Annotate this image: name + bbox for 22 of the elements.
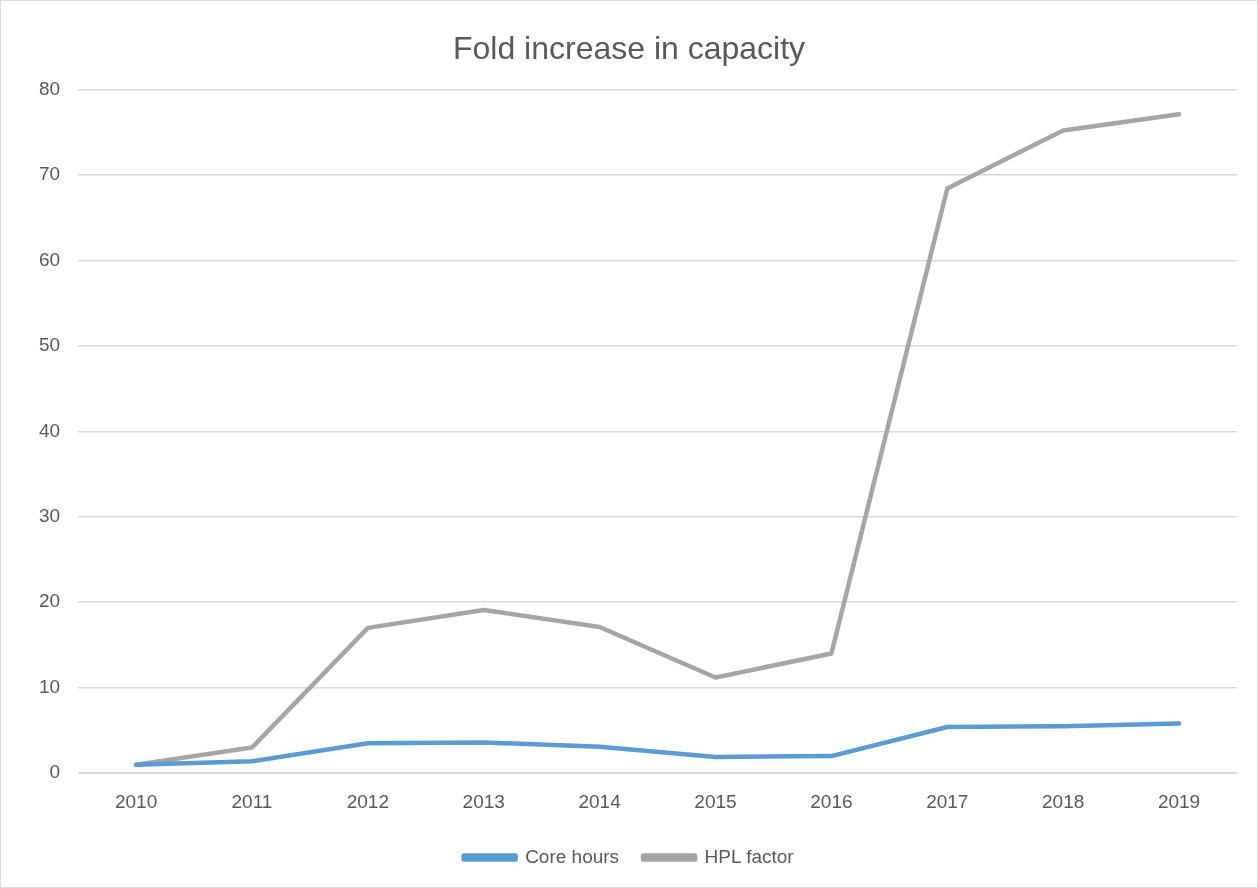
y-tick-label: 60 — [38, 248, 61, 270]
legend-label: Core hours — [525, 845, 620, 867]
x-tick-label: 2019 — [1157, 790, 1201, 812]
x-tick-label: 2011 — [231, 790, 273, 812]
x-tick-label: 2010 — [114, 790, 158, 812]
legend-label: HPL factor — [704, 845, 795, 867]
y-tick-label: 20 — [38, 590, 61, 612]
x-tick-label: 2016 — [810, 790, 853, 812]
y-tick-label: 80 — [38, 77, 61, 99]
x-tick-label: 2017 — [926, 790, 969, 812]
x-tick-label: 2012 — [346, 790, 389, 812]
y-tick-label: 50 — [38, 334, 61, 356]
y-tick-label: 0 — [49, 761, 61, 783]
y-tick-label: 40 — [38, 419, 61, 441]
chart-title: Fold increase in capacity — [452, 30, 806, 67]
y-tick-label: 30 — [38, 505, 61, 527]
x-tick-label: 2018 — [1042, 790, 1085, 812]
x-tick-label: 2013 — [462, 790, 505, 812]
y-tick-label: 70 — [38, 163, 61, 185]
x-tick-label: 2015 — [694, 790, 737, 812]
x-tick-label: 2014 — [578, 790, 622, 812]
y-tick-label: 10 — [38, 675, 61, 697]
